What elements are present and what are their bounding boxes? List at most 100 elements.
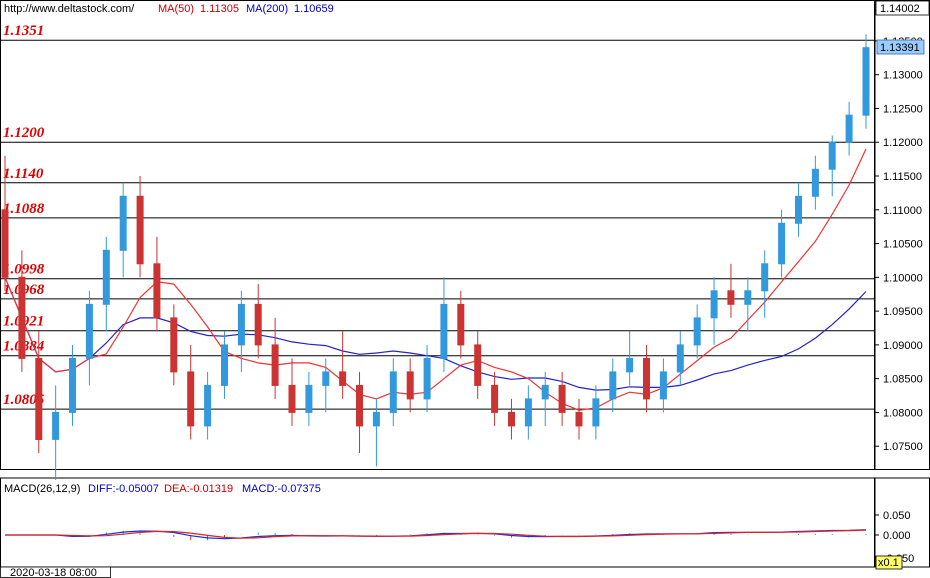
price-tick-label: 1.12500	[883, 104, 923, 116]
macd-diff-line	[5, 529, 867, 540]
price-tick-label: 1.09500	[883, 306, 923, 318]
price-tick-label: 1.13000	[883, 70, 923, 82]
candles	[1, 34, 870, 480]
candle-body	[204, 384, 212, 427]
macd-dea: DEA:-0.01319	[164, 483, 233, 495]
ma200-value: 1.10659	[294, 3, 334, 15]
ma50-line	[4, 148, 867, 411]
candle-body	[778, 222, 786, 265]
candle-body	[643, 357, 650, 400]
macd-panel	[0, 477, 875, 568]
candle-body	[761, 263, 769, 292]
candle-body	[389, 371, 397, 413]
price-tick-label: 1.11000	[883, 205, 922, 217]
price-tick-label: 1.12000	[883, 137, 923, 149]
current-price-tag	[876, 39, 925, 55]
candle-body	[305, 384, 313, 413]
price-tick-label: 1.11500	[883, 171, 922, 183]
price-tick-label: 1.10500	[883, 239, 923, 251]
site-url: http://www.deltastock.com/	[4, 3, 135, 15]
candle-body	[811, 168, 819, 197]
candle-body	[35, 357, 43, 440]
candle-body	[744, 290, 752, 305]
price-tick-label: 1.08500	[883, 374, 923, 386]
candle-body	[322, 371, 330, 386]
ma50-path	[4, 148, 867, 411]
candle-body	[356, 384, 363, 427]
ma200-label: MA(200)	[246, 3, 288, 15]
candle-body	[592, 398, 600, 427]
candle-body	[1, 209, 9, 278]
date-label: 2020-03-18 08:00	[10, 567, 97, 578]
candle-body	[474, 344, 482, 386]
candle-body	[271, 344, 279, 386]
current-price-label: 1.13391	[880, 42, 920, 54]
ma200-line	[4, 277, 867, 391]
macd-name: MACD(26,12,9)	[4, 483, 80, 495]
candle-body	[457, 303, 465, 346]
candle-body	[491, 384, 499, 413]
price-panel	[0, 0, 875, 470]
top-price-label: 1.14002	[880, 3, 920, 15]
candle-body	[153, 263, 161, 319]
level-lines: 1.13511.12001.11401.10881.09981.09681.09…	[0, 23, 874, 410]
candle-body	[828, 141, 836, 170]
ma200-path	[4, 277, 867, 391]
candle-body	[693, 317, 701, 346]
candle-body	[119, 195, 127, 251]
candle-body	[609, 371, 617, 400]
macd-value: MACD:-0.07375	[242, 483, 321, 495]
candle-body	[102, 249, 110, 305]
macd-diff: DIFF:-0.05007	[88, 483, 159, 495]
ma50-value: 1.11305	[200, 3, 239, 15]
level-label-1.1351: 1.1351	[3, 23, 44, 39]
macd-dea-line	[5, 529, 867, 539]
level-label-1.0805: 1.0805	[3, 392, 45, 408]
candle-body	[558, 384, 566, 413]
level-label-1.0998: 1.0998	[3, 262, 45, 278]
candle-body	[221, 344, 228, 386]
candle-body	[676, 344, 684, 373]
price-tick-label: 1.09000	[883, 340, 923, 352]
candle-body	[254, 303, 262, 346]
candle-body	[845, 114, 853, 143]
level-label-1.1140: 1.1140	[3, 166, 44, 182]
candle-body	[862, 47, 870, 116]
candle-body	[626, 357, 634, 373]
candle-body	[795, 195, 802, 224]
candle-body	[524, 398, 532, 427]
candle-body	[52, 411, 60, 440]
price-axis: 1.135001.130001.125001.120001.115001.110…	[875, 36, 923, 453]
price-tick-label: 1.10000	[883, 272, 923, 284]
zoom-label[interactable]: x0.1	[878, 557, 899, 569]
candle-body	[187, 371, 195, 427]
candle-body	[406, 371, 414, 400]
level-label-1.1200: 1.1200	[3, 125, 45, 141]
candle-body	[18, 276, 26, 359]
candle-body	[541, 384, 549, 400]
macd-axis-panel	[874, 477, 930, 568]
candle-body	[372, 411, 380, 427]
candle-body	[339, 371, 347, 386]
ma50-label: MA(50)	[158, 3, 194, 15]
candle-body	[659, 371, 667, 400]
price-axis-panel	[874, 0, 930, 470]
price-tick-label: 1.07500	[883, 441, 923, 453]
candle-body	[423, 357, 431, 400]
candle-body	[727, 290, 735, 305]
top-price-box	[875, 0, 930, 16]
candle-body	[288, 384, 296, 413]
level-label-1.1088: 1.1088	[3, 201, 45, 217]
candle-body	[85, 303, 93, 359]
candle-body	[710, 290, 718, 319]
zoom-button[interactable]	[875, 555, 903, 570]
macd-tick-label: 0.050	[883, 510, 911, 522]
candle-body	[69, 357, 76, 413]
candle-body	[170, 317, 178, 373]
price-tick-label: 1.08000	[883, 407, 923, 419]
candle-body	[508, 411, 515, 427]
candle-body	[575, 411, 583, 427]
candle-body	[136, 195, 144, 265]
candle-body	[440, 303, 448, 359]
